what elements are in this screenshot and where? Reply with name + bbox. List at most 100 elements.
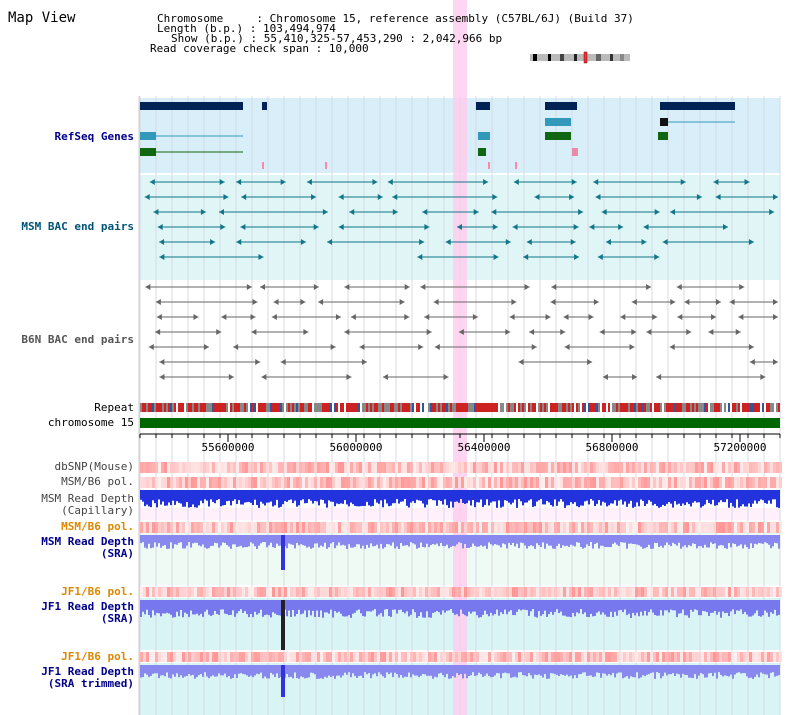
- jf1-pol-cell: [350, 587, 353, 597]
- jf1-pol2-cell: [737, 652, 740, 662]
- track-label-msm-b6-pol-1[interactable]: MSM/B6 pol.: [61, 475, 134, 488]
- msm-cap-depth-bar: [672, 490, 674, 508]
- jf1-sra-depth-bar: [324, 600, 326, 613]
- msm-sra-depth-bar: [252, 535, 254, 544]
- msm-sra-depth-bar: [350, 535, 352, 548]
- msm-pol-cell: [491, 477, 494, 488]
- jf1-pol2-cell: [620, 652, 623, 662]
- track-label-msm-b6-pol-2[interactable]: MSM/B6 pol.: [61, 520, 134, 533]
- jf1-trim-depth-bar: [440, 665, 442, 673]
- track-label-msm-bac[interactable]: MSM BAC end pairs: [21, 220, 134, 233]
- repeat-block: [302, 403, 304, 412]
- track-label-msm-read-depth-sra[interactable]: MSM Read Depth (SRA): [41, 535, 134, 560]
- track-label-jf1-read-depth-sra[interactable]: JF1 Read Depth (SRA): [41, 600, 134, 625]
- jf1-trim-depth-bar: [564, 665, 566, 676]
- msm-cap-depth-bar: [274, 490, 276, 506]
- msm-pol2-cell: [701, 522, 704, 533]
- msm-pol-cell: [707, 477, 710, 488]
- msm-sra-depth-bar: [524, 535, 526, 546]
- jf1-trim-depth-bar: [632, 665, 634, 678]
- jf1-trim-depth-bar: [772, 665, 774, 673]
- jf1-pol-cell: [212, 587, 215, 597]
- jf1-pol-cell: [284, 587, 287, 597]
- msm-cap-depth-bar: [394, 490, 396, 504]
- msm-sra-depth-bar: [680, 535, 682, 549]
- dbsnp-cell: [638, 462, 641, 473]
- jf1-sra-depth-bar: [618, 600, 620, 611]
- track-label-b6n-bac[interactable]: B6N BAC end pairs: [21, 333, 134, 346]
- msm-cap-depth-bar: [578, 490, 580, 508]
- jf1-pol-cell: [446, 587, 449, 597]
- track-label-jf1-b6-pol-2[interactable]: JF1/B6 pol.: [61, 650, 134, 663]
- msm-cap-depth-bar: [178, 490, 180, 503]
- dbsnp-cell: [647, 462, 650, 473]
- msm-sra-depth-bar: [562, 535, 564, 546]
- jf1-pol-cell: [227, 587, 230, 597]
- msm-cap-depth-bar: [768, 490, 770, 501]
- b6n-bac-end: [686, 329, 692, 335]
- msm-sra-depth-bar: [358, 535, 360, 545]
- repeat-block: [606, 403, 608, 412]
- msm-sra-depth-bar: [360, 535, 362, 549]
- msm-pol2-cell: [173, 522, 176, 533]
- track-label-repeat[interactable]: Repeat: [94, 401, 134, 414]
- b6n-bac-end: [433, 299, 439, 305]
- msm-pol-cell: [464, 477, 467, 488]
- msm-pol2-cell: [326, 522, 329, 533]
- jf1-pol-cell: [299, 587, 302, 597]
- jf1-sra-depth-bar: [488, 600, 490, 617]
- jf1-trim-depth-bar: [260, 665, 262, 673]
- msm-pol-cell: [311, 477, 314, 488]
- jf1-trim-depth-bar: [332, 665, 334, 676]
- jf1-trim-depth-bar: [220, 665, 222, 676]
- msm-pol-cell: [608, 477, 611, 488]
- msm-sra-depth-bar: [776, 535, 778, 544]
- dbsnp-cell: [509, 462, 512, 473]
- jf1-pol2-cell: [167, 652, 170, 662]
- dbsnp-cell: [692, 462, 695, 473]
- msm-sra-depth-bar: [742, 535, 744, 549]
- msm-bac-end: [513, 179, 519, 185]
- repeat-block: [568, 403, 570, 412]
- jf1-pol2-cell: [233, 652, 236, 662]
- msm-cap-depth-bar: [140, 490, 142, 500]
- repeat-block: [432, 403, 434, 412]
- repeat-block: [702, 403, 704, 412]
- msm-pol2-cell: [365, 522, 368, 533]
- info-show: Show (b.p.) : 55,410,325-57,453,290 : 2,…: [171, 32, 503, 45]
- msm-sra-depth-bar: [154, 535, 156, 543]
- dbsnp-cell: [668, 462, 671, 473]
- msm-pol-cell: [230, 477, 233, 488]
- msm-pol2-cell: [389, 522, 392, 533]
- dbsnp-cell: [677, 462, 680, 473]
- jf1-pol2-cell: [542, 652, 545, 662]
- dbsnp-cell: [764, 462, 767, 473]
- msm-pol2-cell: [770, 522, 773, 533]
- msm-cap-depth-bar: [166, 490, 168, 506]
- jf1-pol-cell: [701, 587, 704, 597]
- track-label-msm-read-depth-capillary[interactable]: MSM Read Depth (Capillary): [41, 492, 134, 517]
- b6n-bac-end: [550, 299, 556, 305]
- b6n-bac-end: [646, 329, 652, 335]
- msm-cap-depth-bar: [550, 490, 552, 506]
- msm-cap-depth-bar: [314, 490, 316, 501]
- track-label-dbsnp[interactable]: dbSNP(Mouse): [54, 460, 134, 473]
- track-label-chromosome[interactable]: chromosome 15: [47, 416, 134, 429]
- msm-sra-depth-bar: [254, 535, 256, 547]
- jf1-sra-depth-bar: [624, 600, 626, 610]
- jf1-sra-depth-bar: [576, 600, 578, 613]
- msm-pol-cell: [674, 477, 677, 488]
- track-label-jf1-read-depth-trimmed[interactable]: JF1 Read Depth (SRA trimmed): [41, 665, 134, 690]
- track-label-refseq[interactable]: RefSeq Genes: [54, 130, 134, 143]
- msm-bac-end: [670, 209, 676, 215]
- msm-pol2-cell: [728, 522, 731, 533]
- msm-pol2-cell: [284, 522, 287, 533]
- msm-cap-depth-bar: [642, 490, 644, 501]
- jf1-trim-depth-bar: [168, 665, 170, 678]
- msm-pol2-cell: [233, 522, 236, 533]
- track-label-jf1-b6-pol-1[interactable]: JF1/B6 pol.: [61, 585, 134, 598]
- msm-pol2-cell: [218, 522, 221, 533]
- jf1-pol-cell: [425, 587, 428, 597]
- msm-cap-depth-bar: [682, 490, 684, 504]
